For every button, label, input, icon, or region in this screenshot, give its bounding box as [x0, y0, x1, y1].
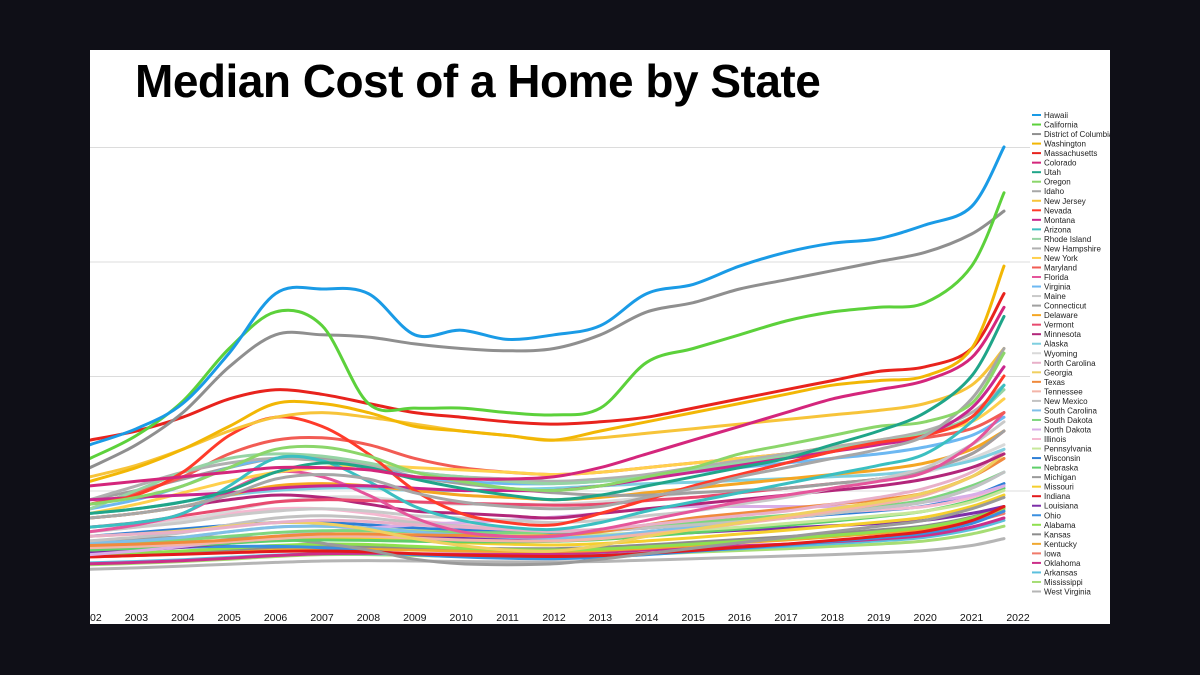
x-tick-label: 2022 [1006, 612, 1030, 624]
x-tick-label: 2009 [403, 612, 427, 624]
legend-label: Delaware [1044, 311, 1078, 320]
x-tick-label: 2004 [171, 612, 195, 624]
legend-label: Kansas [1044, 530, 1071, 539]
legend-label: Kentucky [1044, 540, 1077, 549]
legend-label: Florida [1044, 273, 1069, 282]
legend-label: Pennsylvania [1044, 445, 1092, 454]
legend-label: Maryland [1044, 263, 1077, 272]
legend-label: Iowa [1044, 549, 1061, 558]
legend-label: North Carolina [1044, 359, 1096, 368]
legend-label: Maine [1044, 292, 1066, 301]
legend-label: West Virginia [1044, 588, 1091, 597]
x-tick-label: 2020 [914, 612, 938, 624]
x-tick-label: 2015 [682, 612, 706, 624]
series-line-utah [90, 315, 1006, 515]
legend-label: Louisiana [1044, 502, 1079, 511]
x-tick-label: 2002 [90, 612, 102, 624]
legend-label: Colorado [1044, 159, 1077, 168]
legend-label: Utah [1044, 168, 1061, 177]
legend-label: New Hampshire [1044, 244, 1101, 253]
x-tick-label: 2019 [867, 612, 891, 624]
series-line-tennessee [90, 456, 1006, 550]
x-tick-label: 2018 [821, 612, 845, 624]
series-line-nevada [90, 374, 1006, 527]
legend-label: Arizona [1044, 225, 1072, 234]
legend-label: Michigan [1044, 473, 1076, 482]
legend-label: Wyoming [1044, 349, 1077, 358]
legend-label: Tennessee [1044, 387, 1083, 396]
x-tick-label: 2013 [589, 612, 613, 624]
x-tick-label: 2021 [960, 612, 984, 624]
chart-title: Median Cost of a Home by State [135, 55, 821, 107]
legend-label: Nebraska [1044, 464, 1079, 473]
legend-label: Arkansas [1044, 568, 1077, 577]
series-line-michigan [90, 495, 1006, 567]
legend-label: New Mexico [1044, 397, 1088, 406]
legend-label: Oklahoma [1044, 559, 1081, 568]
series-lines [90, 145, 1006, 571]
x-tick-label: 2014 [635, 612, 659, 624]
legend-label: Ohio [1044, 511, 1061, 520]
series-line-washington [90, 264, 1006, 483]
x-tick-label: 2017 [774, 612, 798, 624]
series-line-hawaii [90, 145, 1006, 447]
series-line-indiana [90, 505, 1006, 559]
legend-label: Montana [1044, 216, 1076, 225]
series-line-west-virginia [90, 537, 1006, 571]
legend-label: Vermont [1044, 321, 1075, 330]
legend-label: Oregon [1044, 178, 1071, 187]
legend-label: Hawaii [1044, 111, 1068, 120]
x-tick-label: 2010 [450, 612, 474, 624]
x-tick-label: 2006 [264, 612, 288, 624]
legend-label: California [1044, 121, 1078, 130]
x-tick-label: 2005 [218, 612, 242, 624]
series-line-idaho [90, 347, 1006, 520]
series-line-massachusetts [90, 292, 1006, 442]
legend-label: Alabama [1044, 521, 1076, 530]
legend-label: Massachusetts [1044, 149, 1097, 158]
x-tick-label: 2011 [496, 612, 519, 624]
line-chart: 2002 2003 2004 2005 2006 2007 2008 2009 2010 2011… [90, 111, 1110, 624]
legend-label: New York [1044, 254, 1079, 263]
x-tick-label: 2003 [125, 612, 149, 624]
x-axis: 2002 2003 2004 2005 2006 2007 2008 2009 2010 2011… [90, 612, 1030, 624]
legend-label: Georgia [1044, 368, 1073, 377]
series-line-district-of-columbia [90, 209, 1006, 470]
legend-label: Virginia [1044, 283, 1071, 292]
legend-label: District of Columbia [1044, 130, 1110, 139]
legend-label: Connecticut [1044, 302, 1087, 311]
x-tick-label: 2007 [310, 612, 334, 624]
legend-label: Idaho [1044, 187, 1065, 196]
legend-label: Wisconsin [1044, 454, 1080, 463]
series-line-maine [90, 420, 1006, 534]
legend-label: South Carolina [1044, 406, 1097, 415]
series-line-arizona [90, 383, 1006, 532]
legend-label: Mississippi [1044, 578, 1083, 587]
legend-label: South Dakota [1044, 416, 1093, 425]
series-line-colorado [90, 305, 1006, 488]
legend-label: Missouri [1044, 483, 1074, 492]
legend-label: Washington [1044, 140, 1086, 149]
legend-label: North Dakota [1044, 425, 1092, 434]
legend-label: Illinois [1044, 435, 1066, 444]
x-tick-label: 2016 [728, 612, 752, 624]
legend-label: New Jersey [1044, 197, 1086, 206]
legend-label: Nevada [1044, 206, 1072, 215]
chart-frame: Median Cost of a Home by State 200220032… [90, 50, 1110, 624]
series-line-oregon [90, 351, 1006, 506]
x-tick-label: 2012 [542, 612, 566, 624]
legend-label: Minnesota [1044, 330, 1081, 339]
legend-label: Rhode Island [1044, 235, 1091, 244]
x-tick-label: 2008 [357, 612, 381, 624]
legend-label: Alaska [1044, 340, 1069, 349]
legend-label: Indiana [1044, 492, 1071, 501]
series-line-minnesota [90, 452, 1006, 520]
legend-label: Texas [1044, 378, 1065, 387]
series-line-california [90, 191, 1006, 460]
